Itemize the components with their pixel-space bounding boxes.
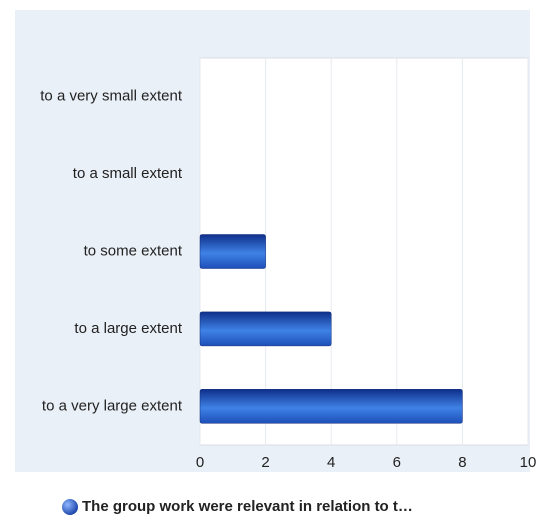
bar: [199, 311, 332, 347]
x-tick-label: 10: [520, 454, 537, 471]
y-tick-label: to a very large extent: [42, 397, 183, 414]
y-tick-label: to some extent: [84, 242, 183, 259]
y-tick-label: to a very small extent: [40, 88, 183, 105]
x-tick-label: 0: [196, 454, 204, 471]
y-tick-label: to a large extent: [74, 320, 182, 337]
bar: [199, 389, 463, 424]
x-tick-label: 6: [393, 454, 401, 471]
legend-marker: [62, 499, 78, 515]
x-tick-label: 4: [327, 454, 335, 471]
y-tick-label: to a small extent: [73, 165, 183, 182]
x-tick-label: 2: [261, 454, 269, 471]
bar: [199, 234, 266, 269]
legend-label: The group work were relevant in relation…: [82, 498, 413, 515]
x-tick-label: 8: [458, 454, 466, 471]
